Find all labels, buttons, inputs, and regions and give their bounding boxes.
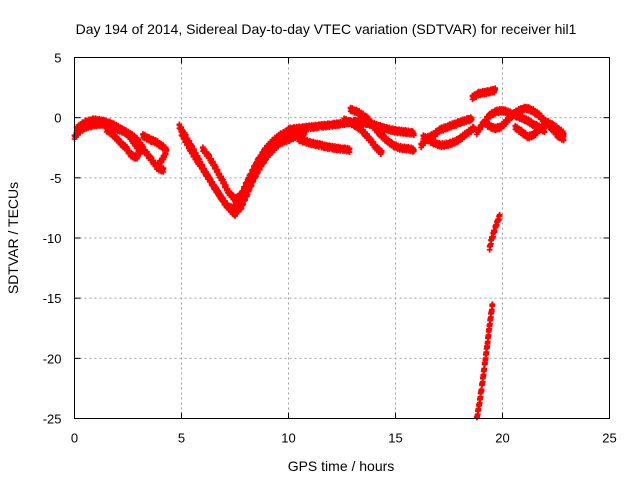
x-axis-title: GPS time / hours — [288, 458, 395, 474]
series-sat-trace-n — [469, 85, 499, 103]
y-tick-label: 5 — [54, 51, 61, 66]
x-tick-label: 15 — [388, 431, 402, 446]
data-point — [258, 163, 265, 170]
series-sat-trace-i — [296, 134, 353, 155]
series-sat-trace-s — [474, 301, 496, 421]
data-point — [237, 206, 244, 213]
series-sat-trace-c — [103, 125, 141, 162]
y-tick-label: -5 — [50, 171, 62, 186]
data-point — [156, 161, 162, 168]
x-tick-label: 25 — [602, 431, 616, 446]
series-sat-trace-j — [347, 104, 417, 155]
chart-title: Day 194 of 2014, Sidereal Day-to-day VTE… — [76, 21, 577, 37]
x-tick-label: 20 — [495, 431, 509, 446]
data-point — [135, 154, 141, 160]
series-sat-trace-d — [140, 131, 170, 168]
data-point — [253, 164, 259, 171]
data-point — [231, 205, 238, 212]
y-tick-label: -15 — [43, 291, 62, 306]
data-point — [261, 151, 268, 157]
marks-layer — [71, 85, 567, 421]
data-point — [346, 146, 353, 152]
y-tick-label: -25 — [43, 412, 62, 427]
data-point — [245, 180, 251, 187]
series-sat-trace-r — [486, 211, 503, 253]
x-tick-label: 10 — [281, 431, 295, 446]
y-tick-label: -10 — [43, 231, 62, 246]
y-axis-title: SDTVAR / TECUs — [5, 182, 21, 294]
data-point — [233, 202, 240, 209]
data-point — [411, 132, 417, 139]
data-point — [160, 166, 167, 172]
y-tick-label: 0 — [54, 111, 61, 126]
x-tick-label: 0 — [71, 431, 78, 446]
series-sat-trace-b — [73, 115, 143, 157]
x-tick-label: 5 — [178, 431, 185, 446]
y-tick-label: -20 — [43, 351, 62, 366]
series-sat-trace-g — [200, 127, 291, 204]
